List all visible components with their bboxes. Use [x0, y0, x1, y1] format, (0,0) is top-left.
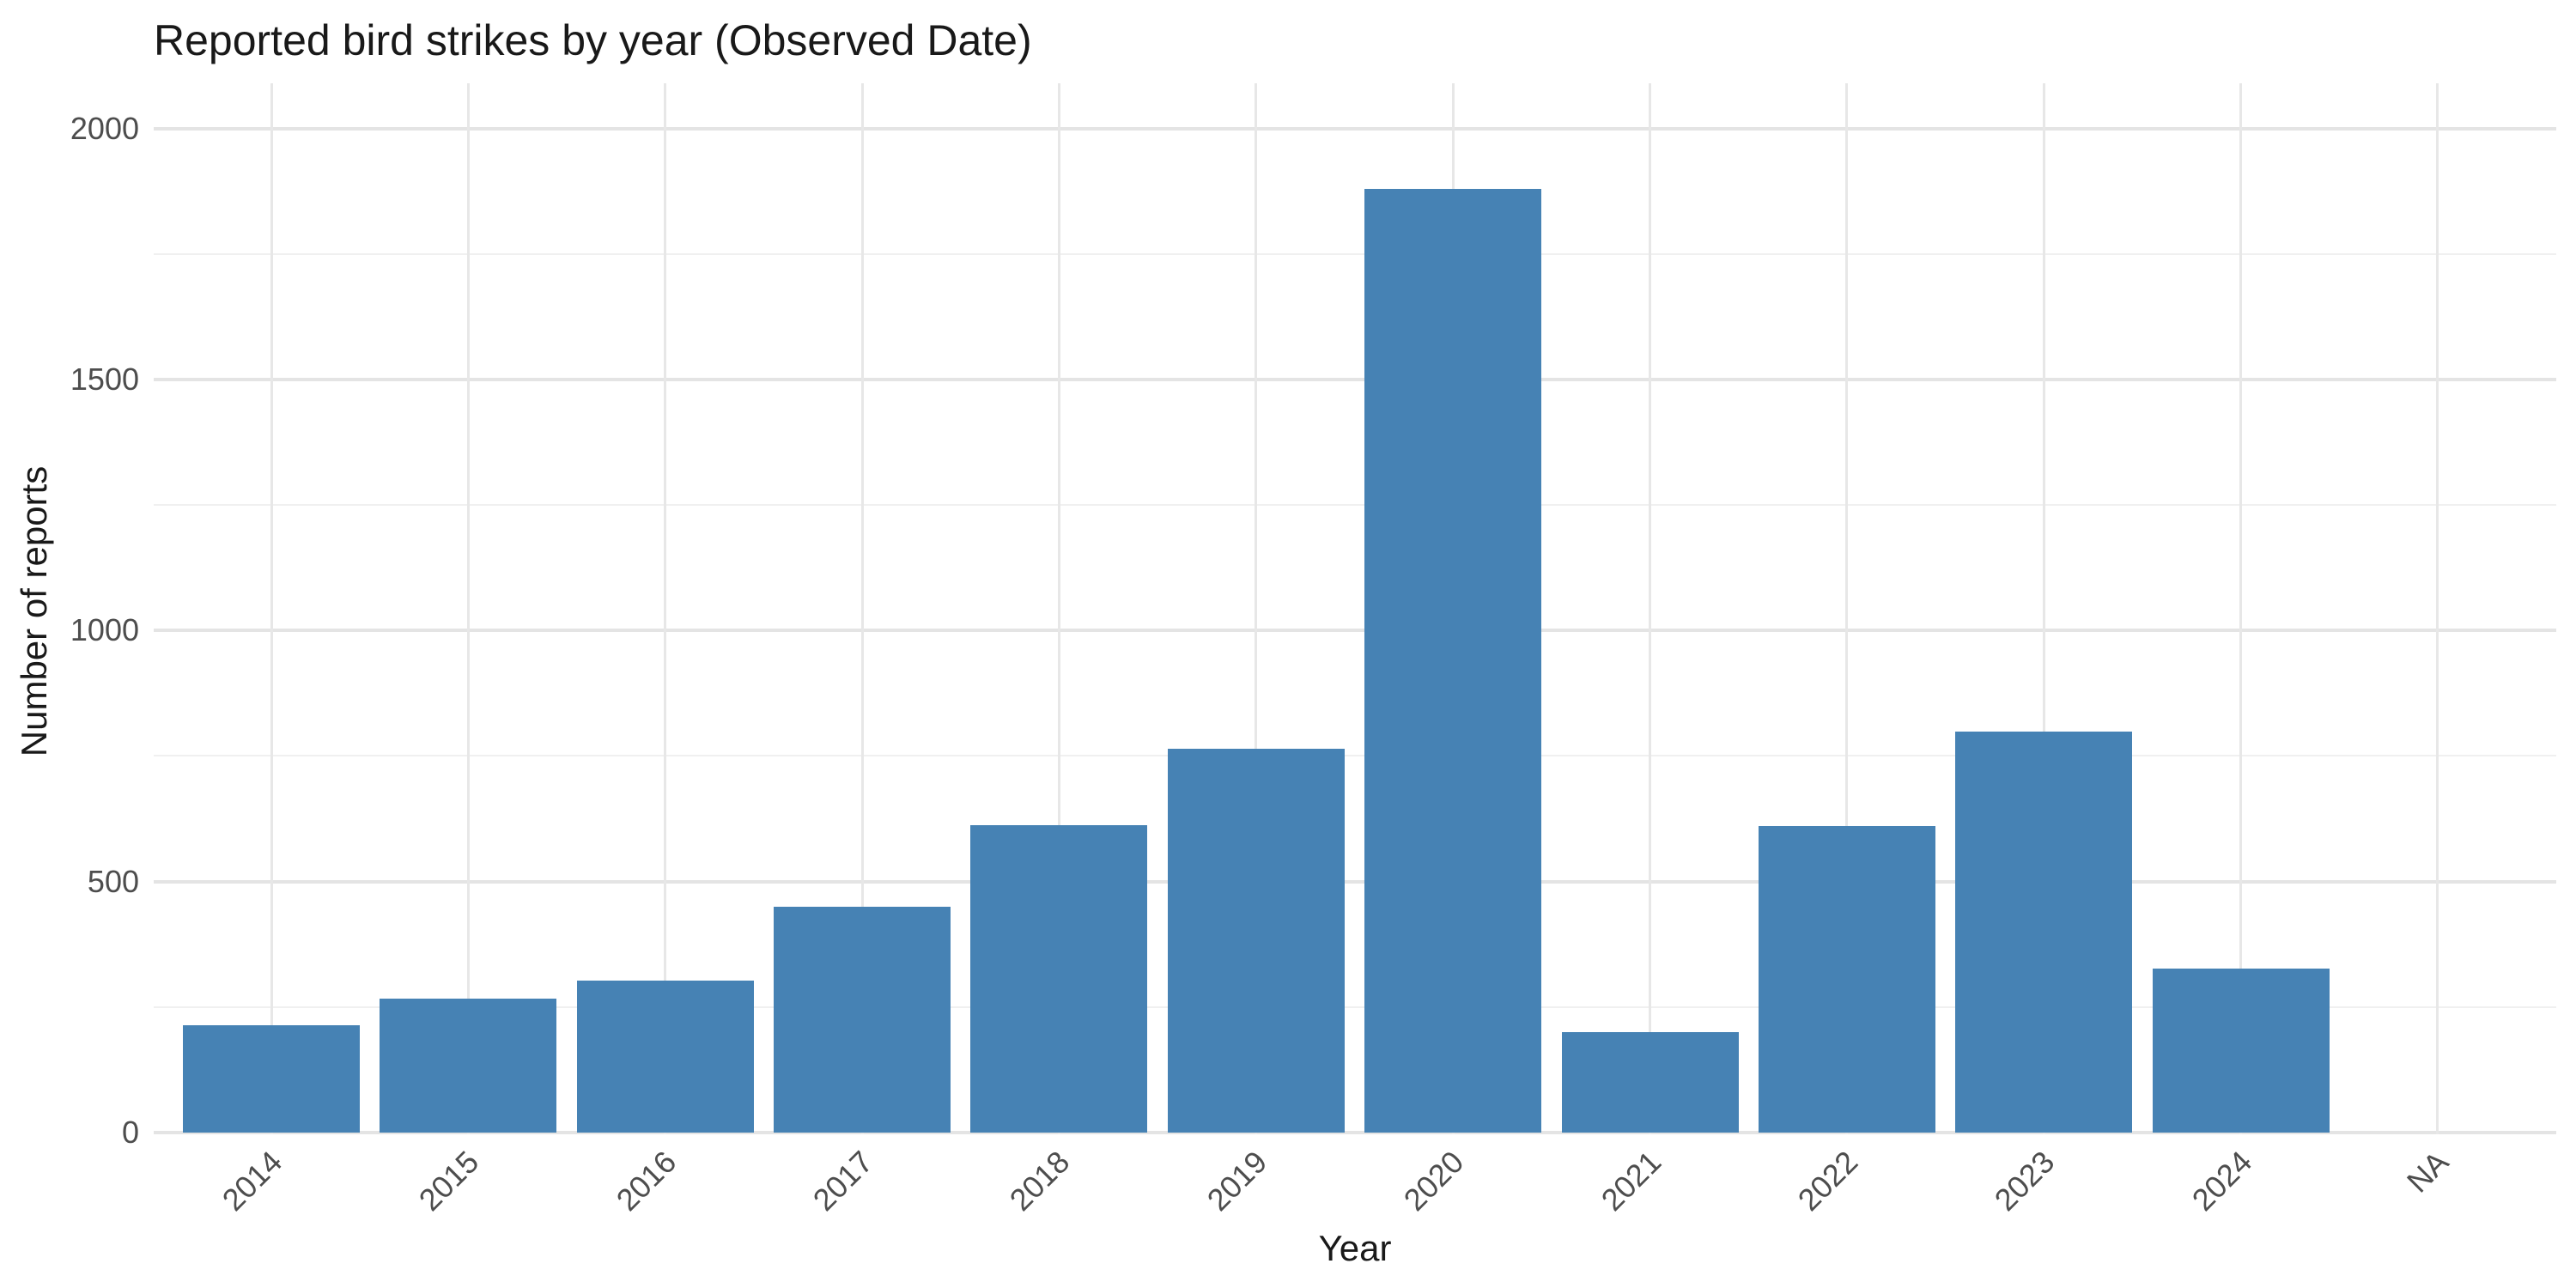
x-tick-label-2023: 2023 [1987, 1144, 2062, 1218]
minor-gridline-y-250 [154, 1005, 2556, 1008]
bar-2021 [1561, 1032, 1739, 1133]
x-tick-label-NA: NA [2399, 1144, 2456, 1200]
x-tick-label-2016: 2016 [609, 1144, 683, 1218]
y-axis-title: Number of reports [14, 465, 54, 757]
x-axis-title: Year [1318, 1228, 1392, 1268]
x-tick-label-2024: 2024 [2184, 1144, 2258, 1218]
chart-title: Reported bird strikes by year (Observed … [154, 16, 1032, 64]
bar-2014 [183, 1024, 360, 1133]
bar-2023 [1955, 732, 2133, 1133]
major-gridline-y-1500 [154, 377, 2556, 381]
y-tick-label-500: 500 [87, 863, 139, 899]
minor-gridline-y-1250 [154, 504, 2556, 507]
x-tick-label-2014: 2014 [215, 1144, 289, 1218]
x-tick-label-2022: 2022 [1790, 1144, 1865, 1218]
bar-2017 [774, 907, 951, 1133]
major-gridline-y-0 [154, 1131, 2556, 1134]
vertical-gridline-2023 [2042, 83, 2045, 1134]
minor-gridline-y-1750 [154, 252, 2556, 255]
major-gridline-y-1000 [154, 629, 2556, 633]
bar-2024 [2152, 968, 2330, 1133]
vertical-gridline-2015 [466, 83, 470, 1134]
y-tick-label-2000: 2000 [70, 110, 139, 146]
bar-2019 [1167, 748, 1345, 1133]
major-gridline-y-500 [154, 879, 2556, 884]
vertical-gridline-2018 [1057, 83, 1060, 1134]
vertical-gridline-2021 [1649, 83, 1652, 1134]
minor-gridline-y-750 [154, 755, 2556, 757]
x-tick-label-2021: 2021 [1594, 1144, 1668, 1218]
vertical-gridline-2019 [1255, 83, 1258, 1134]
bar-2016 [576, 980, 754, 1133]
vertical-gridline-2022 [1845, 83, 1849, 1134]
bar-2020 [1364, 188, 1542, 1133]
x-tick-label-2018: 2018 [1003, 1144, 1077, 1218]
bar-2018 [970, 824, 1148, 1133]
vertical-gridline-2016 [664, 83, 667, 1134]
bar-2015 [380, 998, 557, 1133]
vertical-gridline-2017 [860, 83, 864, 1134]
major-gridline-y-2000 [154, 126, 2556, 131]
x-tick-label-2017: 2017 [805, 1144, 880, 1218]
bar-2022 [1758, 826, 1935, 1133]
vertical-gridline-2024 [2239, 83, 2243, 1134]
y-tick-label-1500: 1500 [70, 361, 139, 397]
vertical-gridline-NA [2436, 83, 2439, 1134]
vertical-gridline-2014 [270, 83, 273, 1134]
y-tick-label-0: 0 [121, 1115, 139, 1150]
x-tick-label-2015: 2015 [412, 1144, 486, 1218]
y-tick-label-1000: 1000 [70, 612, 139, 648]
